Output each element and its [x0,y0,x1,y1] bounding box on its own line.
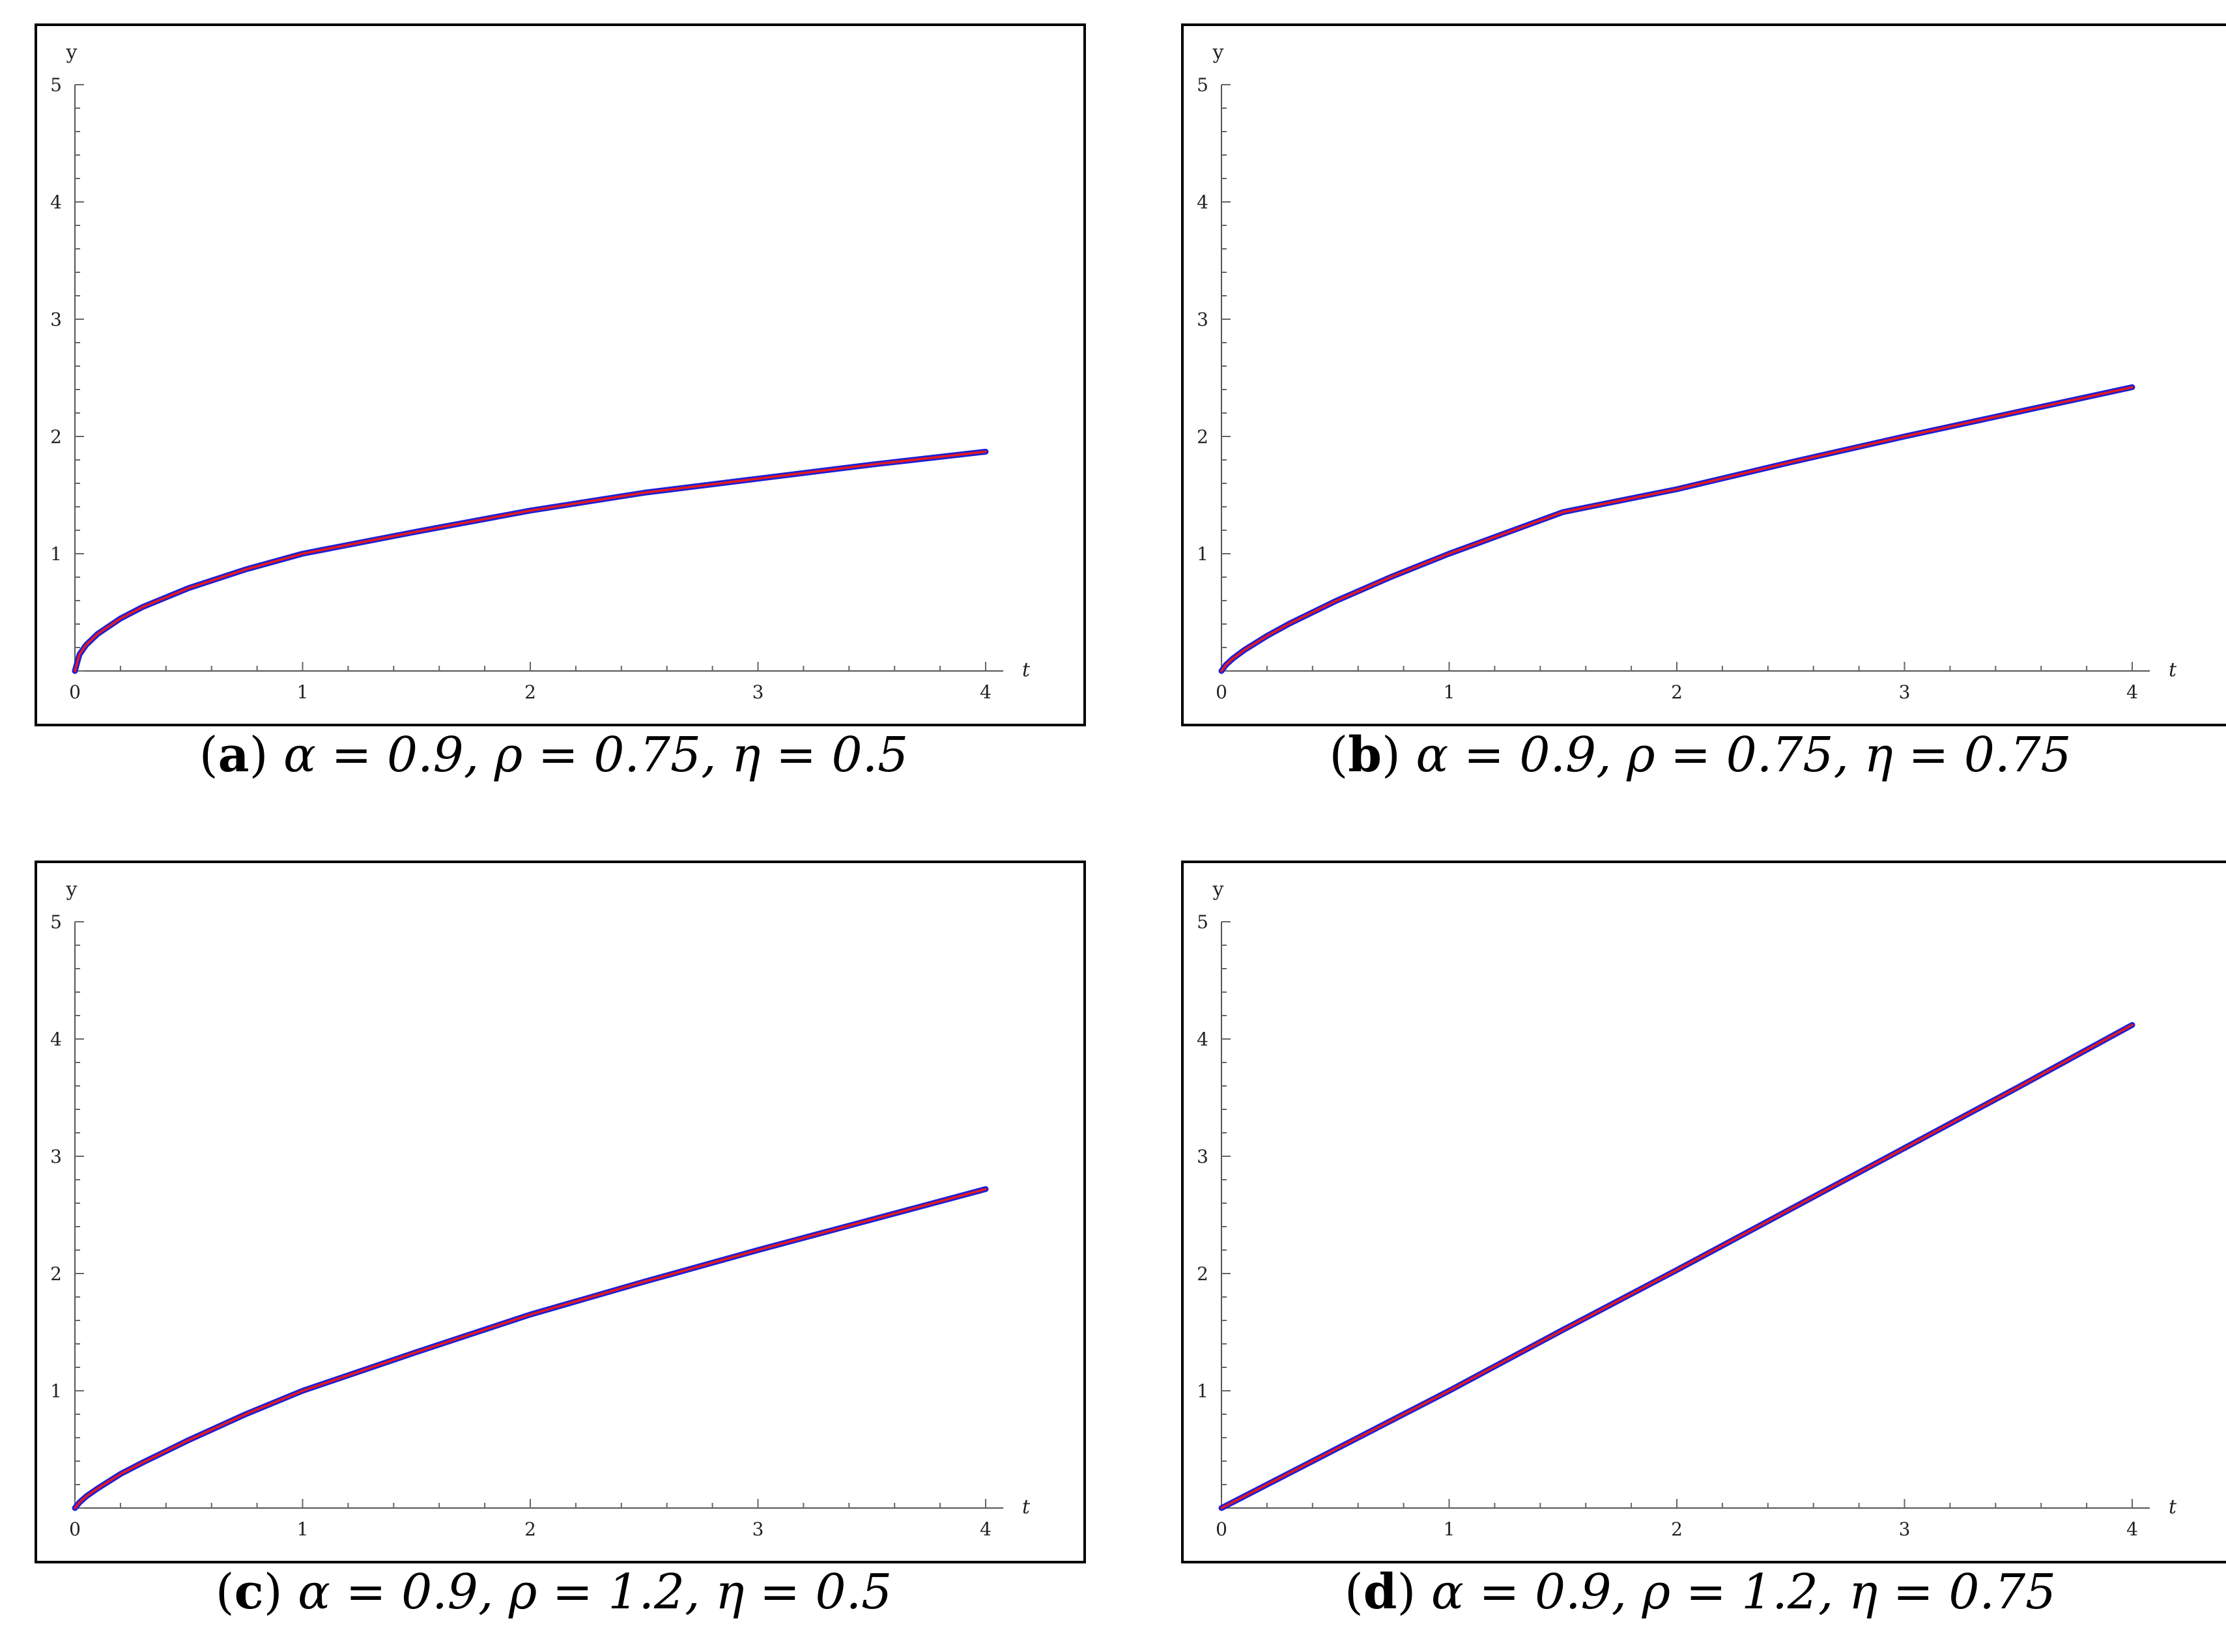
y-tick-label: 2 [50,426,62,448]
chart-panel-c: 0 1 2 3 4 1 2 3 4 5 t y (c) α = 0.9, ρ = 1.2, η = 0… [0,837,1107,1645]
plot-d: 0 1 2 3 4 1 2 3 4 5 t y [1181,861,2226,1563]
plot-frame-d [1181,861,2226,1563]
plot-frame-b [1181,23,2226,726]
y-tick-label: 4 [1197,192,1208,213]
caption-label-a: a [218,727,250,783]
caption-label-c: c [234,1564,264,1620]
caption-label-d: d [1363,1564,1397,1620]
x-axis-label-d: t [2169,1496,2177,1518]
y-tick-label: 3 [50,1146,62,1167]
y-tick-label: 1 [1197,543,1208,565]
x-axis-label-b: t [2169,659,2177,681]
y-tick-label: 2 [50,1263,62,1285]
y-tick-label: 1 [50,1380,62,1402]
caption-label-b: b [1348,727,1382,783]
x-tick-label: 1 [1444,1518,1455,1540]
series-line-b-1 [1220,386,2133,672]
y-tick-label: 4 [50,1029,62,1050]
x-tick-label: 1 [297,681,309,703]
caption-b: (b) α = 0.9, ρ = 0.75, η = 0.75 [1329,727,2072,783]
y-axis-label-b: y [1212,41,1224,64]
x-tick-label: 2 [1671,681,1683,703]
x-tick-label: 4 [980,1518,992,1540]
x-tick-label: 3 [752,1518,764,1540]
y-tick-label: 5 [50,74,62,96]
caption-a: (a) α = 0.9, ρ = 0.75, η = 0.5 [199,727,909,783]
y-axis-label-a: y [66,41,78,64]
x-tick-label: 0 [69,681,81,703]
y-axis-label-d: y [1212,878,1224,901]
x-tick-label: 4 [2126,1518,2138,1540]
plot-frame-a [35,23,1086,726]
series-line-d-1 [1220,1023,2133,1509]
x-tick-label: 2 [524,681,536,703]
x-tick-label: 1 [1444,681,1455,703]
y-tick-label: 5 [1197,911,1208,933]
x-tick-label: 2 [524,1518,536,1540]
x-tick-label: 1 [297,1518,309,1540]
y-tick-label: 3 [50,309,62,330]
x-tick-label: 2 [1671,1518,1683,1540]
y-tick-label: 3 [1197,1146,1208,1167]
caption-params-d: α = 0.9, ρ = 1.2, η = 0.75 [1431,1564,2057,1620]
y-tick-label: 2 [1197,1263,1208,1285]
x-tick-label: 4 [980,681,992,703]
plot-b: 0 1 2 3 4 1 2 3 4 5 t y [1181,23,2226,726]
plot-c: 0 1 2 3 4 1 2 3 4 5 t y [35,861,1086,1563]
series-line-a-1 [74,450,987,672]
caption-params-a: α = 0.9, ρ = 0.75, η = 0.5 [283,727,909,783]
plot-a: 0 1 2 3 4 1 2 3 4 5 t y [35,23,1086,726]
y-tick-label: 4 [1197,1029,1208,1050]
caption-d: (d) α = 0.9, ρ = 1.2, η = 0.75 [1344,1564,2057,1620]
x-tick-label: 0 [1216,681,1227,703]
plot-frame-c [35,861,1086,1563]
caption-params-b: α = 0.9, ρ = 0.75, η = 0.75 [1416,727,2072,783]
caption-c: (c) α = 0.9, ρ = 1.2, η = 0.5 [215,1564,892,1620]
y-axis-label-c: y [66,878,78,901]
series-line-c-1 [74,1188,987,1509]
x-tick-label: 4 [2126,681,2138,703]
chart-panel-d: 0 1 2 3 4 1 2 3 4 5 t y (d) α = 0.9, ρ = 1.2, η = 0… [1147,837,2226,1645]
series-line-d-0 [1218,1021,2135,1511]
y-tick-label: 5 [50,911,62,933]
y-tick-label: 2 [1197,426,1208,448]
y-tick-label: 4 [50,192,62,213]
x-axis-label-a: t [1022,659,1031,681]
x-tick-label: 0 [1216,1518,1227,1540]
y-tick-label: 1 [50,543,62,565]
y-tick-label: 3 [1197,309,1208,330]
y-tick-label: 5 [1197,74,1208,96]
caption-params-c: α = 0.9, ρ = 1.2, η = 0.5 [298,1564,892,1620]
y-tick-label: 1 [1197,1380,1208,1402]
series-line-c-0 [72,1186,989,1511]
series-line-a-0 [72,448,989,674]
chart-panel-b: 0 1 2 3 4 1 2 3 4 5 t y (b) α = 0.9, ρ = 0.75, η = … [1147,0,2226,808]
chart-panel-a: 0 1 2 3 4 1 2 3 4 5 t y (a) α = 0.9, ρ = 0.75, η = … [0,0,1107,808]
x-axis-label-c: t [1022,1496,1031,1518]
series-line-b-0 [1218,384,2135,674]
x-tick-label: 0 [69,1518,81,1540]
x-tick-label: 3 [752,681,764,703]
x-tick-label: 3 [1899,681,1911,703]
x-tick-label: 3 [1899,1518,1911,1540]
